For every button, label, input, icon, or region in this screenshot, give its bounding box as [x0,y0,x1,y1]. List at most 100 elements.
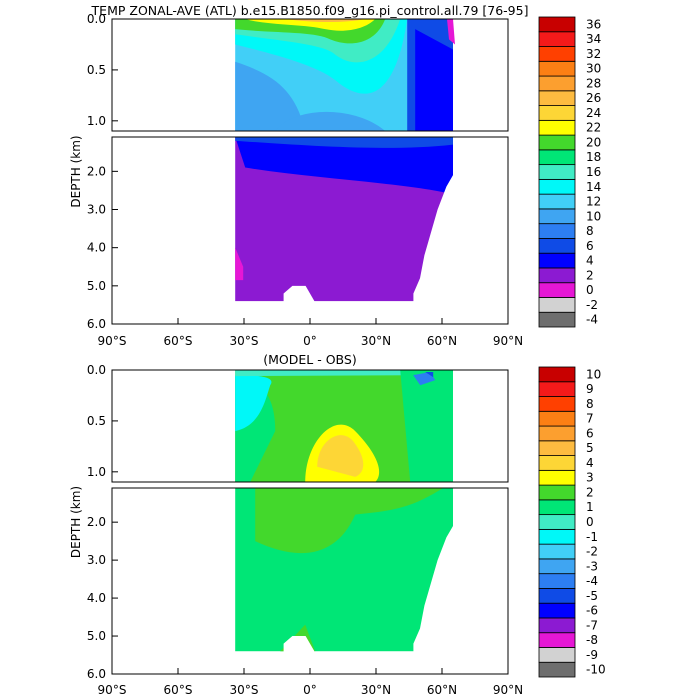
colorbar-label: 36 [586,17,601,31]
colorbar-swatch [538,75,576,92]
colorbar-swatch [538,647,576,663]
colorbar-swatch [538,178,576,195]
colorbar-swatch [538,297,576,313]
colorbar-label: -4 [586,574,598,588]
x-tick-label: 30°N [361,683,391,697]
colorbar-swatch [538,617,576,634]
field-upper-deep [275,111,386,131]
colorbar-label: 20 [586,135,601,149]
colorbar-swatch [538,455,576,471]
colorbar-swatch [538,366,576,383]
colorbar-label: 14 [586,180,601,194]
colorbar-swatch [538,661,576,678]
y-axis-label: DEPTH (km) [69,135,83,207]
field-upper-surface [235,370,453,377]
colorbar-label: 10 [586,367,601,381]
colorbar-label: 26 [586,91,601,105]
colorbar-swatch [538,499,576,516]
field-lower-naw [235,137,453,195]
colorbar-swatch [538,514,576,530]
lower-y-tick-label: 5.0 [87,629,106,643]
field-upper-pos4 [317,435,364,477]
field-upper-sw [235,19,306,131]
colorbar-label: -5 [586,589,598,603]
field-lower-top [235,137,453,148]
colorbar-swatch [538,208,576,225]
colorbar-label: -3 [586,559,598,573]
colorbar-label: 12 [586,195,601,209]
colorbar-swatch [538,588,576,604]
colorbar-swatch [538,573,576,589]
colorbar-swatch [538,223,576,239]
colorbar-swatch [538,602,576,619]
y-axis-label: DEPTH (km) [69,486,83,558]
colorbar-label: 2 [586,485,594,499]
colorbar-label: 18 [586,150,601,164]
colorbar-swatch [538,90,576,106]
lower-y-tick-label: 2.0 [87,515,106,529]
colorbar-swatch [538,484,576,501]
field-upper-cold [235,375,272,432]
colorbar-swatch [538,238,576,254]
colorbar-label: 1 [586,500,594,514]
colorbar-swatch [538,632,576,648]
x-tick-label: 30°N [361,334,391,348]
colorbar-label: 5 [586,441,594,455]
colorbar-swatch [538,164,576,180]
colorbar-label: -4 [586,313,598,327]
x-tick-label: 0° [303,334,317,348]
colorbar-swatch [538,252,576,269]
colorbar-label: 28 [586,76,601,90]
colorbar-swatch [538,267,576,284]
field-upper-neg5 [425,372,434,378]
panel-title: (MODEL - OBS) [263,352,356,367]
bathymetry-north [413,525,453,674]
lower-y-tick-label: 3.0 [87,203,106,217]
field-lower-pos [255,488,443,554]
x-tick-label: 0° [303,683,317,697]
colorbar-swatch [538,410,576,427]
upper-frame [111,18,509,132]
colorbar-label: 4 [586,456,594,470]
colorbar-label: 16 [586,165,601,179]
bathymetry-ridge [283,636,315,674]
colorbar-swatch [538,282,576,298]
colorbar-label: 8 [586,224,594,238]
colorbar-swatch [538,119,576,136]
colorbar-label: -7 [586,618,598,632]
field-upper-ne2 [415,29,453,132]
colorbar-label: 6 [586,239,594,253]
x-tick-label: 30°S [230,334,259,348]
colorbar-label: -1 [586,530,598,544]
colorbar-label: 10 [586,209,601,223]
x-tick-label: 90°N [493,683,523,697]
upper-y-tick-label: 1.0 [87,114,106,128]
colorbar-swatch [538,105,576,121]
colorbar-swatch [538,60,576,77]
lower-y-tick-label: 6.0 [87,317,106,331]
colorbar-swatch [538,543,576,560]
colorbar-label: -10 [586,663,606,677]
x-tick-label: 60°S [164,683,193,697]
x-tick-label: 60°N [427,334,457,348]
upper-y-tick-label: 0.5 [87,414,106,428]
colorbar-swatch [538,440,576,456]
x-tick-label: 60°S [164,334,193,348]
panel-1: (MODEL - OBS)0.00.51.02.03.04.05.06.090°… [69,352,606,697]
colorbar-label: -2 [586,545,598,559]
colorbar-label: 7 [586,412,594,426]
colorbar-swatch [538,311,576,328]
x-tick-label: 90°S [98,334,127,348]
colorbar-label: 0 [586,283,594,297]
colorbar-label: 9 [586,382,594,396]
colorbar-swatch [538,396,576,412]
field-upper-ne [400,370,453,482]
upper-frame [111,369,509,483]
lower-y-tick-label: 3.0 [87,553,106,567]
colorbar-label: 6 [586,426,594,440]
lower-y-tick-label: 2.0 [87,164,106,178]
colorbar-swatch [538,16,576,33]
colorbar-label: 22 [586,121,601,135]
colorbar-label: 3 [586,471,594,485]
panel-title: TEMP ZONAL-AVE (ATL) b.e15.B1850.f09_g16… [91,3,529,18]
